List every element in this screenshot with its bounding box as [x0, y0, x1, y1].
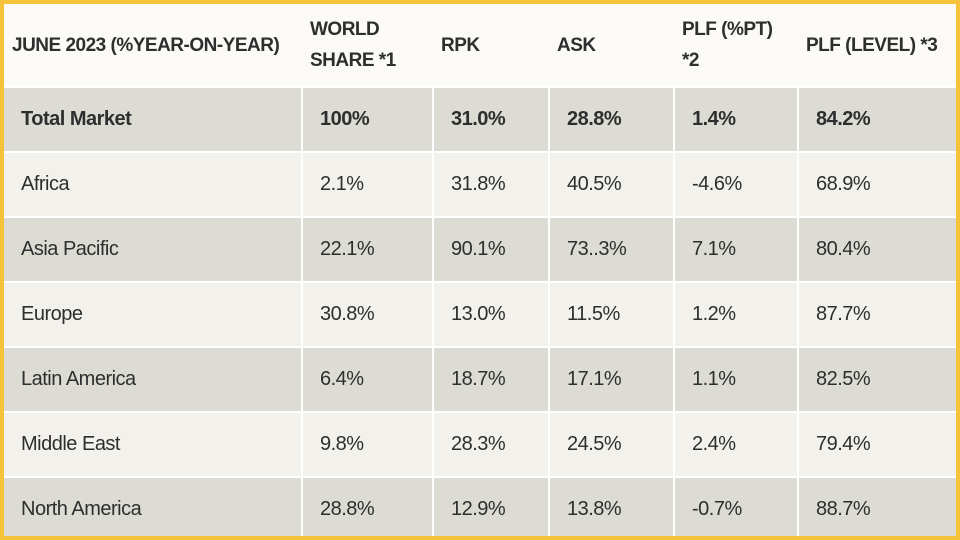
market-table: JUNE 2023 (%YEAR-ON-YEAR) WORLD SHARE *1 R…: [4, 4, 956, 536]
column-header: WORLD SHARE *1: [302, 4, 433, 87]
region-cell: Total Market: [4, 86, 303, 152]
value-cell: 17.1%: [549, 346, 675, 412]
table-row: Latin America 6.4% 18.7% 17.1% 1.1% 82.5%: [4, 346, 956, 412]
value-cell: 22.1%: [302, 216, 434, 282]
value-cell: 12.9%: [433, 476, 550, 536]
region-cell: Africa: [4, 151, 303, 217]
value-cell: 2.1%: [302, 151, 434, 217]
value-cell: 1.4%: [674, 86, 799, 152]
value-cell: 1.2%: [674, 281, 799, 347]
value-cell: 73..3%: [549, 216, 675, 282]
value-cell: 30.8%: [302, 281, 434, 347]
value-cell: 100%: [302, 86, 434, 152]
table-row: Africa 2.1% 31.8% 40.5% -4.6% 68.9%: [4, 151, 956, 217]
value-cell: 31.0%: [433, 86, 550, 152]
value-cell: 13.8%: [549, 476, 675, 536]
region-cell: Middle East: [4, 411, 303, 477]
value-cell: 79.4%: [798, 411, 956, 477]
value-cell: 90.1%: [433, 216, 550, 282]
value-cell: 31.8%: [433, 151, 550, 217]
header-row: JUNE 2023 (%YEAR-ON-YEAR) WORLD SHARE *1 R…: [4, 4, 956, 87]
column-header: JUNE 2023 (%YEAR-ON-YEAR): [4, 4, 302, 87]
value-cell: 84.2%: [798, 86, 956, 152]
value-cell: 28.8%: [549, 86, 675, 152]
value-cell: 1.1%: [674, 346, 799, 412]
value-cell: 28.8%: [302, 476, 434, 536]
value-cell: -0.7%: [674, 476, 799, 536]
table-row: Asia Pacific 22.1% 90.1% 73..3% 7.1% 80.4%: [4, 216, 956, 282]
value-cell: 9.8%: [302, 411, 434, 477]
value-cell: 7.1%: [674, 216, 799, 282]
table-body: Total Market 100% 31.0% 28.8% 1.4% 84.2% Afric…: [4, 86, 956, 536]
column-header: PLF (LEVEL) *3: [798, 4, 956, 87]
value-cell: 18.7%: [433, 346, 550, 412]
region-cell: Europe: [4, 281, 303, 347]
value-cell: 2.4%: [674, 411, 799, 477]
table-row: North America 28.8% 12.9% 13.8% -0.7% 88.7%: [4, 476, 956, 536]
value-cell: 40.5%: [549, 151, 675, 217]
value-cell: 68.9%: [798, 151, 956, 217]
value-cell: 28.3%: [433, 411, 550, 477]
value-cell: 82.5%: [798, 346, 956, 412]
column-header: PLF (%PT) *2: [674, 4, 798, 87]
table-row: Europe 30.8% 13.0% 11.5% 1.2% 87.7%: [4, 281, 956, 347]
value-cell: 24.5%: [549, 411, 675, 477]
value-cell: 88.7%: [798, 476, 956, 536]
value-cell: 11.5%: [549, 281, 675, 347]
column-header: ASK: [549, 4, 674, 87]
value-cell: 87.7%: [798, 281, 956, 347]
value-cell: -4.6%: [674, 151, 799, 217]
region-cell: Asia Pacific: [4, 216, 303, 282]
table-row: Middle East 9.8% 28.3% 24.5% 2.4% 79.4%: [4, 411, 956, 477]
value-cell: 6.4%: [302, 346, 434, 412]
value-cell: 80.4%: [798, 216, 956, 282]
table-row: Total Market 100% 31.0% 28.8% 1.4% 84.2%: [4, 86, 956, 152]
region-cell: Latin America: [4, 346, 303, 412]
value-cell: 13.0%: [433, 281, 550, 347]
column-header: RPK: [433, 4, 549, 87]
region-cell: North America: [4, 476, 303, 536]
